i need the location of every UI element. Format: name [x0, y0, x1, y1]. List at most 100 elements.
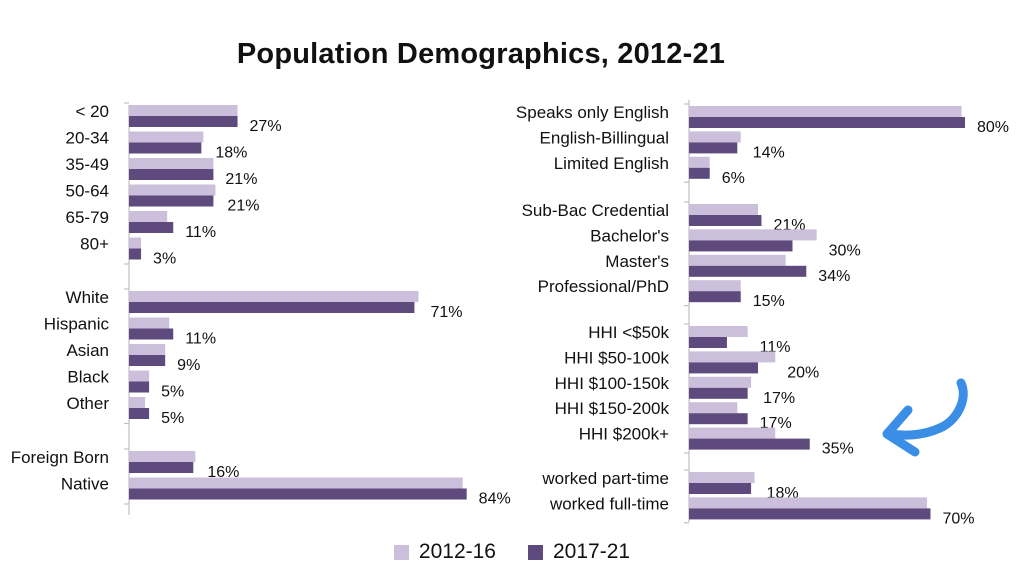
category-label-bachelor-s: Bachelor's [590, 226, 669, 245]
category-label-worked-full-time: worked full-time [549, 494, 669, 513]
bar-2017-21-speaks-only-english [689, 117, 965, 128]
value-label-foreign-born: 16% [207, 464, 239, 481]
category-label-65-79: 65-79 [66, 208, 109, 227]
value-label-65-79: 11% [185, 224, 216, 241]
bar-2017-21-worked-part-time [689, 483, 752, 494]
bar-2012-16-limited-english [689, 156, 710, 168]
value-label-50-64: 21% [227, 198, 259, 215]
category-label-50-64: 50-64 [66, 182, 109, 201]
bar-2017-21-50-64 [129, 195, 214, 207]
bar-2017-21-worked-full-time [689, 508, 931, 520]
value-label-hhi-50-100k: 20% [787, 364, 819, 381]
bar-2017-21-hhi-100-150k [689, 387, 748, 399]
value-label-black: 5% [161, 384, 184, 401]
value-label-80: 3% [153, 251, 176, 268]
bar-2012-16-master-s [689, 254, 786, 266]
bar-2017-21-80 [129, 248, 142, 260]
bar-2017-21-limited-english [689, 167, 710, 179]
category-label-hhi-150-200k: HHI $150-200k [555, 399, 670, 418]
arrow-shaft [884, 378, 968, 440]
category-label-speaks-only-english: Speaks only English [516, 103, 669, 122]
arrow-annotation [882, 378, 968, 457]
bar-2012-16-hhi-50-100k [689, 351, 776, 363]
legend-label-2012-16: 2012-16 [418, 540, 496, 563]
bar-2012-16-hhi-50k [689, 326, 748, 337]
bar-2012-16-hhi-200k [689, 427, 776, 439]
legend-swatch-2012-16 [393, 544, 409, 560]
category-label-master-s: Master's [605, 252, 669, 271]
bar-2012-16-65-79 [129, 211, 168, 222]
bar-2017-21-foreign-born [129, 462, 194, 473]
legend-item-2012-16: 2012-16 [393, 540, 496, 564]
legend-swatch-2017-21 [528, 544, 543, 560]
value-label-native: 84% [479, 491, 511, 508]
category-label-foreign-born: Foreign Born [11, 448, 109, 467]
bar-2017-21-master-s [689, 265, 807, 277]
bar-2012-16-hhi-150-200k [689, 402, 738, 414]
right-panel: Speaks only English 80% English-Billingual… [516, 100, 1009, 527]
bar-2017-21-hhi-50k [689, 337, 727, 348]
value-label-other: 5% [161, 410, 184, 427]
bar-2012-16-hhi-100-150k [689, 376, 752, 388]
value-label-white: 71% [430, 304, 462, 321]
value-label-limited-english: 6% [722, 170, 745, 187]
bar-2017-21-20 [129, 116, 238, 127]
category-label-english-billingual: English-Billingual [540, 128, 669, 147]
bar-2017-21-sub-bac-credential [689, 215, 762, 226]
bar-2017-21-english-billingual [689, 142, 738, 154]
bar-2017-21-other [129, 408, 150, 419]
value-label-20-34: 18% [215, 145, 247, 162]
bar-2012-16-foreign-born [129, 451, 196, 462]
bar-2012-16-native [129, 477, 463, 489]
bar-2017-21-35-49 [129, 169, 214, 180]
category-label-worked-part-time: worked part-time [541, 469, 669, 488]
bar-2012-16-professional-phd [689, 280, 741, 292]
bar-2012-16-sub-bac-credential [689, 204, 758, 215]
bar-2017-21-20-34 [129, 142, 202, 154]
value-label-asian: 9% [177, 357, 200, 374]
bar-2012-16-20-34 [129, 131, 204, 143]
bar-2012-16-50-64 [129, 184, 216, 196]
category-label-35-49: 35-49 [66, 155, 109, 174]
value-label-hhi-100-150k: 17% [763, 390, 795, 407]
bar-2017-21-asian [129, 355, 166, 366]
bar-2017-21-black [129, 381, 150, 393]
category-label-professional-phd: Professional/PhD [538, 277, 669, 296]
category-label-hhi-200k: HHI $200k+ [579, 425, 669, 444]
bar-2012-16-english-billingual [689, 131, 741, 143]
legend-item-2017-21: 2017-21 [528, 540, 630, 564]
bar-2017-21-hhi-200k [689, 438, 810, 450]
category-label-20-34: 20-34 [66, 129, 109, 148]
bar-2017-21-hhi-150-200k [689, 413, 748, 425]
value-label-worked-full-time: 70% [943, 510, 975, 527]
value-label-bachelor-s: 30% [829, 242, 861, 259]
value-label-20: 27% [250, 118, 282, 135]
category-label-other: Other [66, 394, 109, 413]
category-label-native: Native [61, 475, 109, 494]
arrow-head [882, 405, 920, 457]
bar-2017-21-hispanic [129, 328, 174, 340]
value-label-professional-phd: 15% [753, 293, 785, 310]
value-label-speaks-only-english: 80% [977, 119, 1009, 136]
category-label-white: White [66, 288, 109, 307]
category-label-hispanic: Hispanic [44, 315, 110, 334]
bar-2012-16-20 [129, 105, 238, 116]
category-label-hhi-100-150k: HHI $100-150k [555, 374, 670, 393]
category-label-hhi-50-100k: HHI $50-100k [564, 348, 669, 367]
value-label-master-s: 34% [818, 268, 850, 285]
bar-2012-16-speaks-only-english [689, 106, 962, 117]
category-label-sub-bac-credential: Sub-Bac Credential [522, 201, 669, 220]
bar-2012-16-black [129, 370, 150, 382]
bar-2012-16-white [129, 291, 419, 302]
bar-2017-21-white [129, 302, 415, 313]
bar-2012-16-80 [129, 237, 142, 249]
category-label-asian: Asian [66, 341, 109, 360]
bar-2017-21-native [129, 488, 467, 500]
category-label-limited-english: Limited English [554, 154, 669, 173]
bar-2012-16-hispanic [129, 317, 170, 329]
bar-2017-21-hhi-50-100k [689, 362, 758, 374]
bar-2012-16-asian [129, 344, 166, 355]
value-label-english-billingual: 14% [753, 144, 785, 161]
bar-2012-16-other [129, 397, 146, 408]
legend-label-2017-21: 2017-21 [553, 540, 631, 563]
